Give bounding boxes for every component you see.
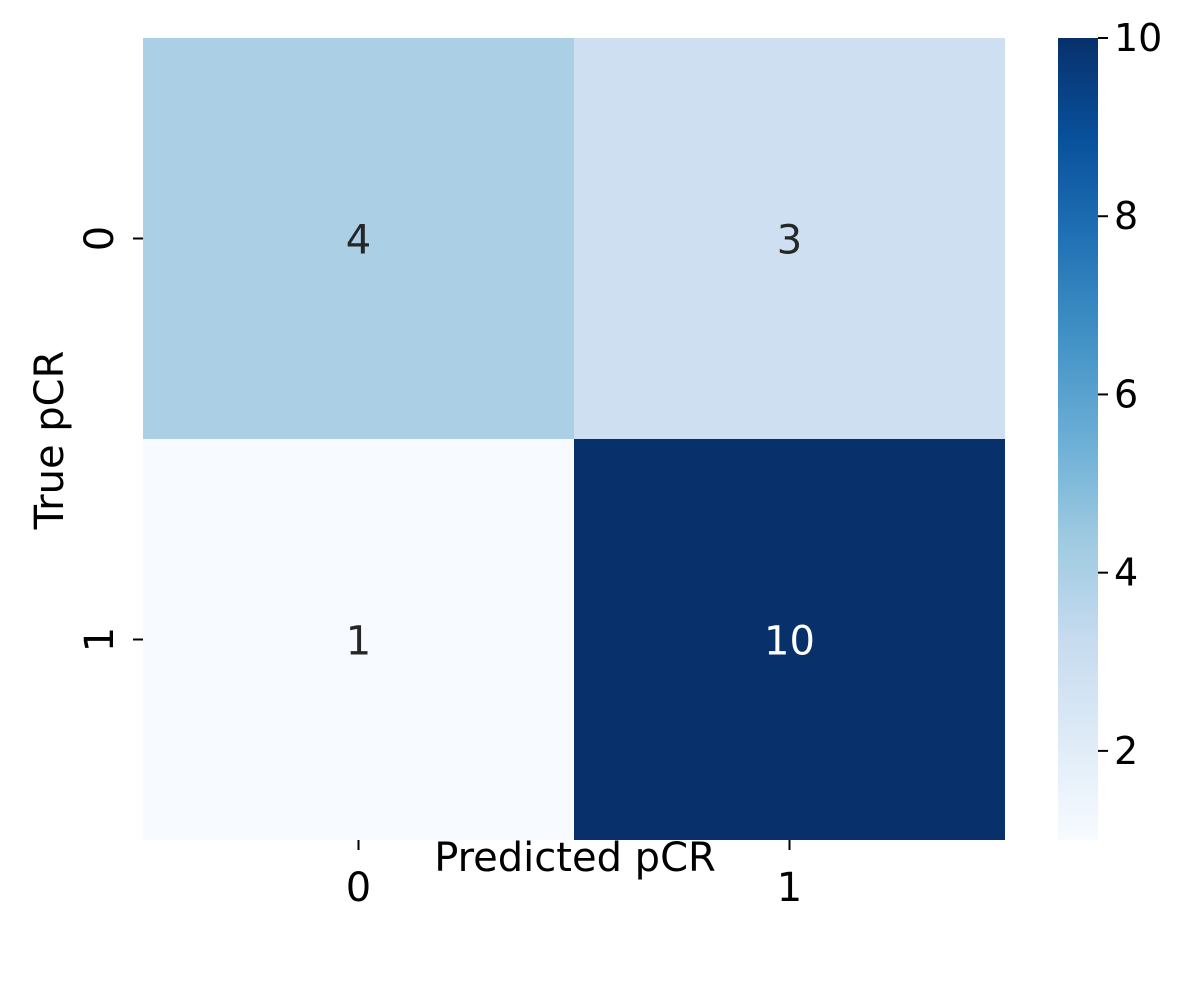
colorbar: 2 4 6 8 10	[1058, 16, 1162, 840]
x-tick-label-1: 1	[777, 865, 802, 911]
colorbar-tick-label-8: 8	[1114, 194, 1138, 238]
y-tick-label-1: 1	[77, 627, 123, 652]
y-axis-label: True pCR	[27, 351, 73, 531]
heatmap-cell-1-1	[574, 439, 1005, 840]
x-axis-ticks: 0 1	[346, 840, 802, 911]
cell-value-0-1: 3	[777, 218, 802, 264]
y-axis-ticks: 0 1	[77, 226, 143, 652]
heatmap-cell-0-0	[143, 38, 574, 439]
colorbar-tick-label-6: 6	[1114, 372, 1138, 416]
colorbar-gradient	[1058, 38, 1098, 840]
cell-value-1-0: 1	[346, 619, 371, 665]
cell-annotations: 4 3 1 10	[346, 218, 815, 665]
heatmap-cell-0-1	[574, 38, 1005, 439]
colorbar-tick-label-4: 4	[1114, 551, 1138, 595]
colorbar-tick-label-2: 2	[1114, 729, 1138, 773]
y-tick-label-0: 0	[77, 226, 123, 251]
cell-value-0-0: 4	[346, 218, 371, 264]
colorbar-tick-label-10: 10	[1114, 16, 1162, 60]
x-axis-label: Predicted pCR	[434, 835, 716, 881]
colorbar-ticks: 2 4 6 8 10	[1098, 16, 1162, 773]
x-tick-label-0: 0	[346, 865, 371, 911]
heatmap-cells	[143, 38, 1005, 840]
heatmap-cell-1-0	[143, 439, 574, 840]
cell-value-1-1: 10	[764, 619, 815, 665]
